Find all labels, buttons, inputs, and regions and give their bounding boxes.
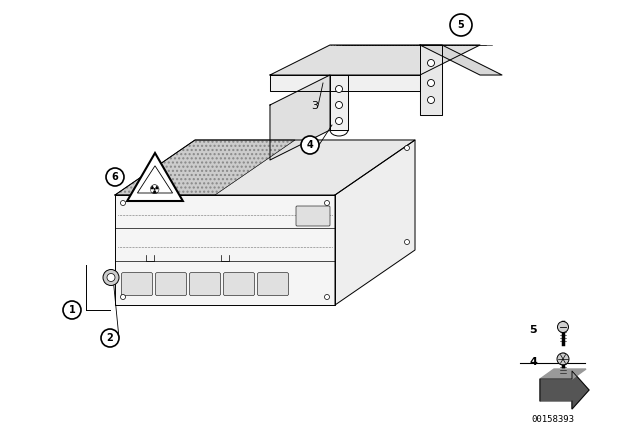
Circle shape — [106, 168, 124, 186]
FancyBboxPatch shape — [296, 206, 330, 226]
FancyBboxPatch shape — [189, 273, 221, 296]
Text: 6: 6 — [111, 172, 118, 182]
Polygon shape — [270, 75, 330, 160]
Circle shape — [428, 60, 435, 66]
Circle shape — [335, 117, 342, 125]
Polygon shape — [330, 75, 348, 130]
Polygon shape — [420, 45, 442, 115]
Polygon shape — [127, 153, 183, 201]
Circle shape — [301, 136, 319, 154]
Circle shape — [335, 102, 342, 108]
Circle shape — [101, 329, 119, 347]
Circle shape — [324, 294, 330, 300]
FancyBboxPatch shape — [156, 273, 186, 296]
Text: 1: 1 — [68, 305, 76, 315]
Polygon shape — [270, 45, 480, 75]
Text: ☢: ☢ — [149, 184, 161, 197]
Circle shape — [557, 353, 569, 365]
Text: 3: 3 — [312, 101, 319, 111]
Text: 2: 2 — [107, 333, 113, 343]
FancyBboxPatch shape — [223, 273, 255, 296]
Polygon shape — [420, 45, 502, 75]
Text: 5: 5 — [529, 325, 537, 335]
Circle shape — [324, 201, 330, 206]
Circle shape — [404, 146, 410, 151]
Circle shape — [428, 96, 435, 103]
Circle shape — [120, 201, 125, 206]
Polygon shape — [270, 75, 420, 91]
Circle shape — [63, 301, 81, 319]
Polygon shape — [115, 140, 295, 195]
Circle shape — [404, 240, 410, 245]
Polygon shape — [115, 140, 415, 195]
Polygon shape — [335, 140, 415, 305]
Circle shape — [450, 14, 472, 36]
Circle shape — [428, 79, 435, 86]
FancyBboxPatch shape — [122, 273, 152, 296]
Circle shape — [335, 86, 342, 92]
Text: 4: 4 — [529, 357, 537, 367]
Circle shape — [120, 294, 125, 300]
Circle shape — [107, 273, 115, 281]
Polygon shape — [540, 369, 586, 379]
Polygon shape — [540, 371, 589, 409]
Circle shape — [557, 322, 568, 332]
Text: 4: 4 — [307, 140, 314, 150]
Text: 5: 5 — [458, 20, 465, 30]
FancyBboxPatch shape — [257, 273, 289, 296]
Polygon shape — [115, 195, 335, 305]
Circle shape — [103, 270, 119, 285]
Text: 00158393: 00158393 — [531, 414, 575, 423]
